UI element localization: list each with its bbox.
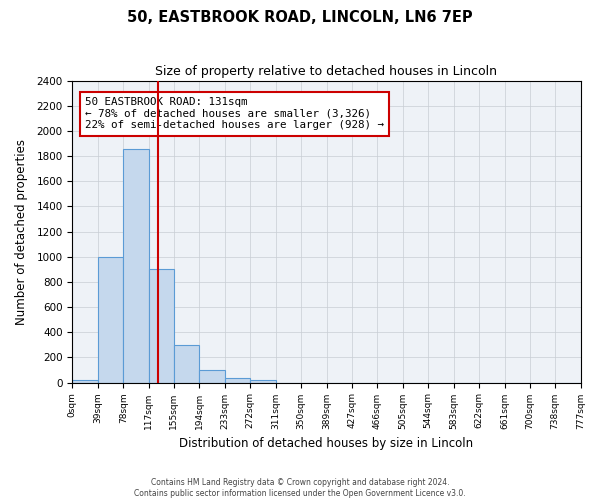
Bar — [199, 370, 224, 382]
Bar — [224, 378, 250, 382]
Y-axis label: Number of detached properties: Number of detached properties — [15, 138, 28, 324]
Bar — [98, 256, 124, 382]
Text: 50, EASTBROOK ROAD, LINCOLN, LN6 7EP: 50, EASTBROOK ROAD, LINCOLN, LN6 7EP — [127, 10, 473, 25]
Bar — [149, 270, 173, 382]
Bar — [250, 380, 276, 382]
Text: 50 EASTBROOK ROAD: 131sqm
← 78% of detached houses are smaller (3,326)
22% of se: 50 EASTBROOK ROAD: 131sqm ← 78% of detac… — [85, 97, 384, 130]
Text: Contains HM Land Registry data © Crown copyright and database right 2024.
Contai: Contains HM Land Registry data © Crown c… — [134, 478, 466, 498]
Bar — [73, 380, 98, 382]
Bar — [124, 148, 149, 382]
Bar — [173, 345, 199, 383]
Title: Size of property relative to detached houses in Lincoln: Size of property relative to detached ho… — [155, 65, 497, 78]
X-axis label: Distribution of detached houses by size in Lincoln: Distribution of detached houses by size … — [179, 437, 473, 450]
